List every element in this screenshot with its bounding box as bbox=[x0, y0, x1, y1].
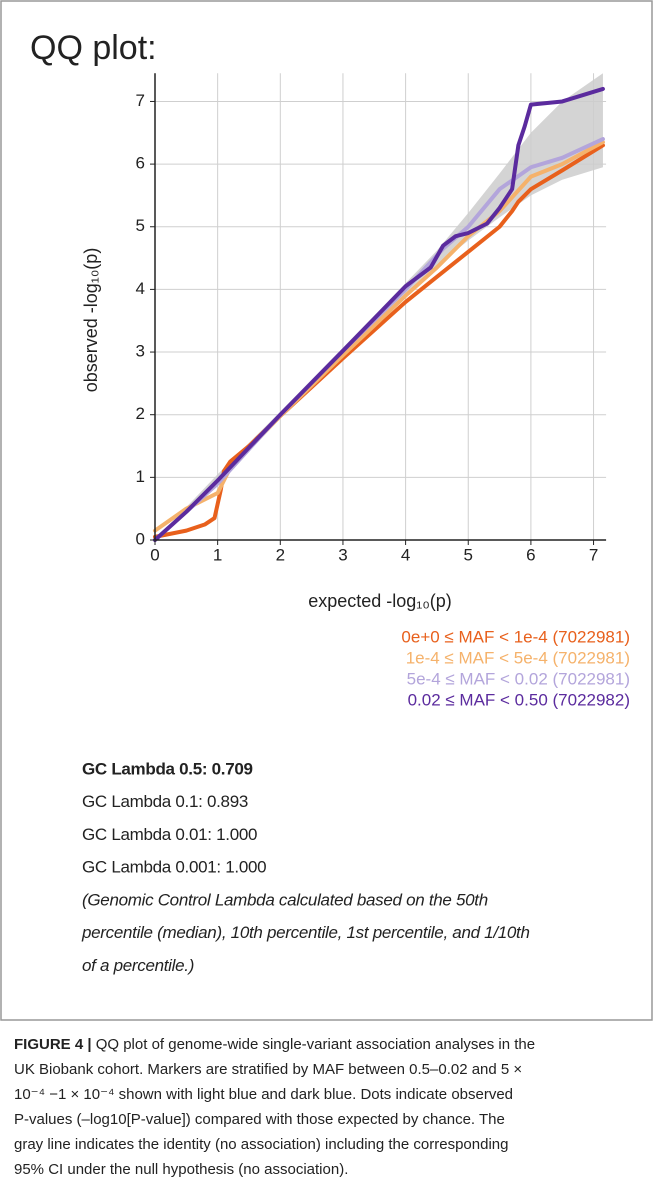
gc-note: (Genomic Control Lambda calculated based… bbox=[82, 890, 488, 909]
y-tick-label: 6 bbox=[136, 154, 145, 173]
figure-frame bbox=[0, 0, 653, 1021]
caption-line: FIGURE 4 | QQ plot of genome-wide single… bbox=[14, 1036, 535, 1053]
x-tick-label: 2 bbox=[276, 545, 285, 564]
y-tick-label: 1 bbox=[136, 467, 145, 486]
qq-series bbox=[153, 86, 605, 542]
gc-lambda: GC Lambda 0.5: 0.709 bbox=[82, 759, 253, 778]
gc-lambda: GC Lambda 0.1: 0.893 bbox=[82, 792, 248, 811]
y-axis-label: observed -log₁₀(p) bbox=[81, 248, 101, 393]
caption-label: FIGURE 4 | bbox=[14, 1036, 92, 1053]
qq-series bbox=[153, 137, 605, 542]
caption-line: P-values (–log10[P-value]) compared with… bbox=[14, 1111, 505, 1128]
caption-line: gray line indicates the identity (no ass… bbox=[14, 1136, 508, 1153]
legend-entry: 0e+0 ≤ MAF < 1e-4 (7022981) bbox=[401, 627, 630, 646]
caption-line: UK Biobank cohort. Markers are stratifie… bbox=[14, 1061, 522, 1078]
x-tick-label: 4 bbox=[401, 545, 410, 564]
gc-note: of a percentile.) bbox=[82, 956, 194, 975]
x-tick-label: 7 bbox=[589, 545, 598, 564]
qq-series bbox=[153, 140, 605, 533]
caption-text: QQ plot of genome-wide single-variant as… bbox=[92, 1036, 536, 1053]
gc-lambda: GC Lambda 0.001: 1.000 bbox=[82, 858, 266, 877]
y-tick-label: 4 bbox=[136, 279, 145, 298]
y-tick-label: 5 bbox=[136, 216, 145, 235]
y-tick-label: 3 bbox=[136, 342, 145, 361]
x-tick-label: 5 bbox=[464, 545, 473, 564]
gc-note: percentile (median), 10th percentile, 1s… bbox=[81, 923, 530, 942]
legend-entry: 5e-4 ≤ MAF < 0.02 (7022981) bbox=[407, 669, 630, 688]
x-tick-label: 3 bbox=[338, 545, 347, 564]
gc-lambda: GC Lambda 0.01: 1.000 bbox=[82, 825, 257, 844]
y-tick-label: 2 bbox=[136, 404, 145, 423]
chart-title: QQ plot: bbox=[30, 29, 157, 67]
x-tick-label: 0 bbox=[150, 545, 159, 564]
y-tick-label: 0 bbox=[136, 529, 145, 548]
legend-entry: 1e-4 ≤ MAF < 5e-4 (7022981) bbox=[406, 648, 630, 667]
y-tick-label: 7 bbox=[136, 91, 145, 110]
caption-line: 95% CI under the null hypothesis (no ass… bbox=[14, 1161, 348, 1178]
legend-entry: 0.02 ≤ MAF < 0.50 (7022982) bbox=[408, 690, 630, 709]
qq-series bbox=[153, 143, 605, 539]
x-axis-label: expected -log₁₀(p) bbox=[308, 591, 452, 611]
x-tick-label: 6 bbox=[526, 545, 535, 564]
caption-line: 10⁻⁴ −1 × 10⁻⁴ shown with light blue and… bbox=[14, 1086, 513, 1103]
ci-band bbox=[155, 73, 603, 540]
x-tick-label: 1 bbox=[213, 545, 222, 564]
